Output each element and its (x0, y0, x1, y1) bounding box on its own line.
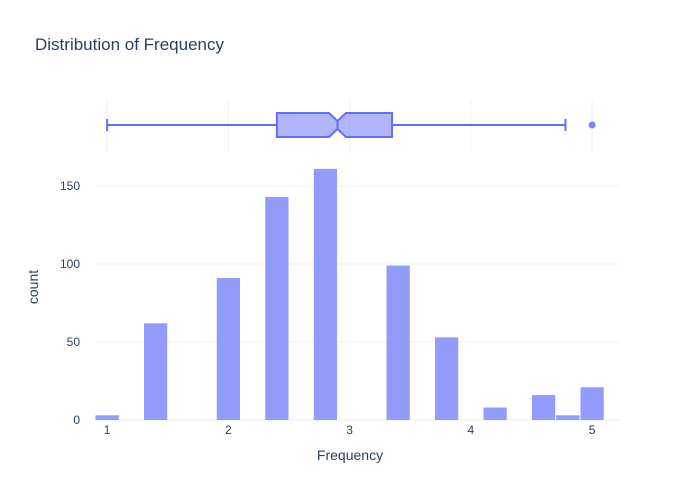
outlier-point (588, 121, 596, 129)
x-tick-label: 1 (104, 423, 111, 437)
notched-box (275, 112, 394, 138)
x-tick-label: 3 (346, 423, 353, 437)
marginal-box-plot (106, 100, 596, 152)
y-axis-label: count (25, 270, 41, 304)
x-tick-label: 2 (225, 423, 232, 437)
histogram-bar (216, 278, 240, 420)
y-tick-label: 50 (67, 335, 81, 349)
histogram-bar (483, 407, 507, 420)
x-tick-label: 5 (589, 423, 596, 437)
histogram-bar (531, 395, 556, 420)
histogram-bar (580, 387, 604, 420)
histogram-bar (95, 415, 119, 420)
y-tick-labels: 0 50 100 150 (60, 179, 80, 427)
histogram-bar (143, 323, 168, 420)
histogram-bar (265, 196, 289, 420)
y-tick-label: 100 (60, 257, 80, 271)
x-axis-label: Frequency (317, 447, 383, 463)
y-tick-label: 0 (73, 413, 80, 427)
histogram-bars (95, 168, 604, 420)
histogram-bar (313, 168, 337, 420)
histogram-bar (556, 415, 580, 420)
chart-title: Distribution of Frequency (35, 35, 224, 54)
histogram-bar (386, 265, 410, 420)
histogram-bar (434, 337, 459, 420)
x-tick-label: 4 (468, 423, 475, 437)
x-tick-labels: 1 2 3 4 5 (104, 423, 596, 437)
y-tick-label: 150 (60, 179, 80, 193)
